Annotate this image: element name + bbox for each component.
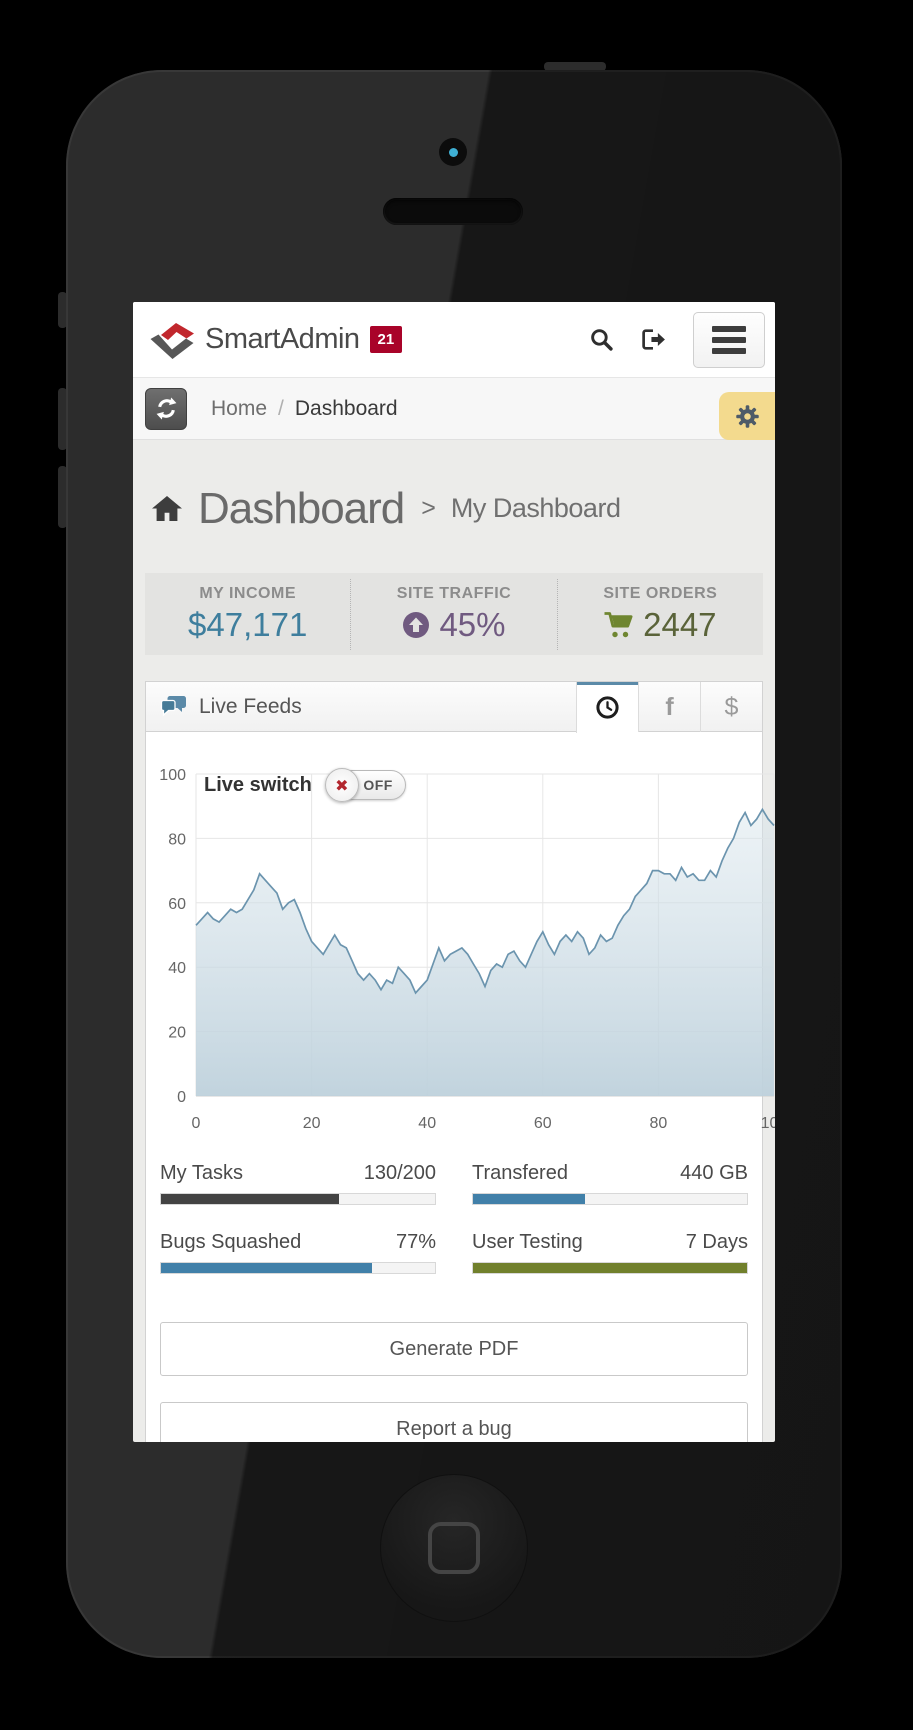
generate-pdf-button[interactable]: Generate PDF (160, 1322, 748, 1376)
live-feeds-panel: Live Feeds f $ (145, 681, 775, 1442)
toggle-knob[interactable]: ✖ (324, 768, 359, 802)
progress-bugs-squashed: Bugs Squashed 77% (160, 1231, 436, 1274)
panel-title-text: Live Feeds (199, 694, 302, 718)
progress-my-tasks: My Tasks 130/200 (160, 1162, 436, 1205)
toggle-state-label: OFF (363, 777, 393, 793)
progress-user-testing: User Testing 7 Days (472, 1231, 748, 1274)
settings-button[interactable] (719, 392, 775, 440)
brand-logo: SmartAdmin 21 (149, 320, 403, 360)
svg-text:100: 100 (159, 767, 186, 784)
app-header: SmartAdmin 21 (133, 302, 775, 378)
chat-bubbles-icon (160, 696, 186, 717)
live-switch-label: Live switch (204, 773, 312, 796)
search-icon[interactable] (589, 327, 614, 352)
stat-site-orders: SITE ORDERS 2447 (558, 579, 763, 650)
dollar-icon: $ (724, 692, 739, 721)
volume-down-button[interactable] (58, 466, 67, 528)
stat-value: 45% (439, 605, 506, 643)
progress-bar (472, 1262, 748, 1274)
home-button[interactable] (380, 1474, 528, 1622)
facebook-f-icon: f (665, 692, 674, 721)
phone-screen: SmartAdmin 21 (133, 302, 775, 1442)
stat-label: SITE TRAFFIC (396, 584, 512, 602)
logout-icon[interactable] (640, 328, 667, 351)
svg-text:80: 80 (650, 1115, 668, 1132)
panel-title: Live Feeds (146, 682, 576, 731)
stat-value: 2447 (643, 605, 717, 643)
earpiece-speaker (383, 198, 523, 225)
svg-text:100: 100 (761, 1115, 775, 1132)
header-icons (589, 311, 765, 368)
progress-section: My Tasks 130/200 Transfered 440 GB (146, 1162, 762, 1274)
home-icon (152, 496, 182, 521)
svg-text:60: 60 (534, 1115, 552, 1132)
tab-live-feed[interactable] (576, 682, 638, 733)
progress-bar (160, 1262, 436, 1274)
svg-text:40: 40 (168, 960, 186, 977)
progress-value: 77% (395, 1231, 436, 1253)
stat-label: SITE ORDERS (603, 584, 718, 602)
breadcrumb-home[interactable]: Home (211, 396, 268, 420)
progress-label: User Testing (472, 1231, 583, 1253)
toggle-off-icon: ✖ (335, 775, 349, 795)
stat-site-traffic: SITE TRAFFIC 45% (351, 578, 558, 650)
area-chart: 0 20 40 60 80 100 0 20 40 60 80 100 (159, 767, 775, 1132)
breadcrumb-bar: Home / Dashboard (133, 378, 775, 440)
refresh-icon (156, 397, 176, 420)
stat-label: MY INCOME (199, 584, 296, 602)
svg-text:20: 20 (168, 1025, 186, 1042)
progress-label: Bugs Squashed (160, 1231, 302, 1253)
svg-text:0: 0 (177, 1089, 186, 1106)
svg-text:60: 60 (168, 896, 186, 913)
breadcrumb-separator: / (278, 396, 284, 420)
brand-name: SmartAdmin (205, 323, 360, 355)
progress-label: Transfered (472, 1162, 568, 1184)
stats-strip: MY INCOME $47,171 SITE TRAFFIC 45% (145, 573, 763, 655)
report-bug-button[interactable]: Report a bug (160, 1402, 748, 1442)
stat-value: $47,171 (188, 605, 308, 643)
smartadmin-logo-icon (150, 322, 194, 359)
front-camera-icon (439, 138, 467, 166)
svg-text:20: 20 (303, 1115, 321, 1132)
progress-bar (160, 1193, 436, 1205)
progress-bar (472, 1193, 748, 1205)
svg-text:40: 40 (418, 1115, 436, 1132)
tab-facebook[interactable]: f (638, 682, 700, 732)
page-title-text: Dashboard (198, 483, 405, 533)
arrow-up-circle-icon (403, 611, 430, 638)
progress-label: My Tasks (160, 1162, 243, 1184)
panel-tabs: f $ (576, 682, 762, 733)
gear-icon (735, 404, 759, 428)
panel-buttons: Generate PDF Report a bug (146, 1322, 762, 1442)
page-title: Dashboard > My Dashboard (133, 440, 775, 573)
breadcrumb: Home / Dashboard (211, 397, 398, 421)
refresh-button[interactable] (145, 387, 187, 430)
home-button-square-icon (428, 1522, 480, 1574)
page-subtitle: My Dashboard (450, 493, 621, 523)
tab-revenue[interactable]: $ (700, 682, 762, 732)
menu-button[interactable] (693, 311, 765, 368)
svg-text:0: 0 (192, 1115, 201, 1132)
progress-value: 7 Days (685, 1231, 748, 1253)
version-badge[interactable]: 21 (369, 326, 403, 353)
live-feed-chart: Live switch ✖ OFF 0 20 40 60 80 100 0 20 40 60 80 1… (146, 732, 775, 1142)
volume-up-button[interactable] (58, 388, 67, 450)
progress-transfered: Transfered 440 GB (472, 1162, 748, 1205)
live-switch: Live switch ✖ OFF (204, 768, 406, 802)
live-switch-toggle[interactable]: ✖ OFF (324, 768, 406, 802)
page-title-separator: > (421, 494, 436, 522)
progress-value: 440 GB (680, 1162, 748, 1184)
progress-value: 130/200 (363, 1162, 436, 1184)
clock-icon (596, 696, 619, 719)
hamburger-icon (712, 325, 746, 332)
breadcrumb-current: Dashboard (294, 396, 398, 420)
phone-frame: SmartAdmin 21 (58, 62, 842, 1658)
power-button[interactable] (544, 62, 606, 71)
panel-header: Live Feeds f $ (146, 682, 762, 733)
stat-my-income: MY INCOME $47,171 (145, 578, 352, 650)
mute-switch[interactable] (58, 292, 67, 328)
svg-text:80: 80 (168, 831, 186, 848)
shopping-cart-icon (604, 611, 633, 637)
